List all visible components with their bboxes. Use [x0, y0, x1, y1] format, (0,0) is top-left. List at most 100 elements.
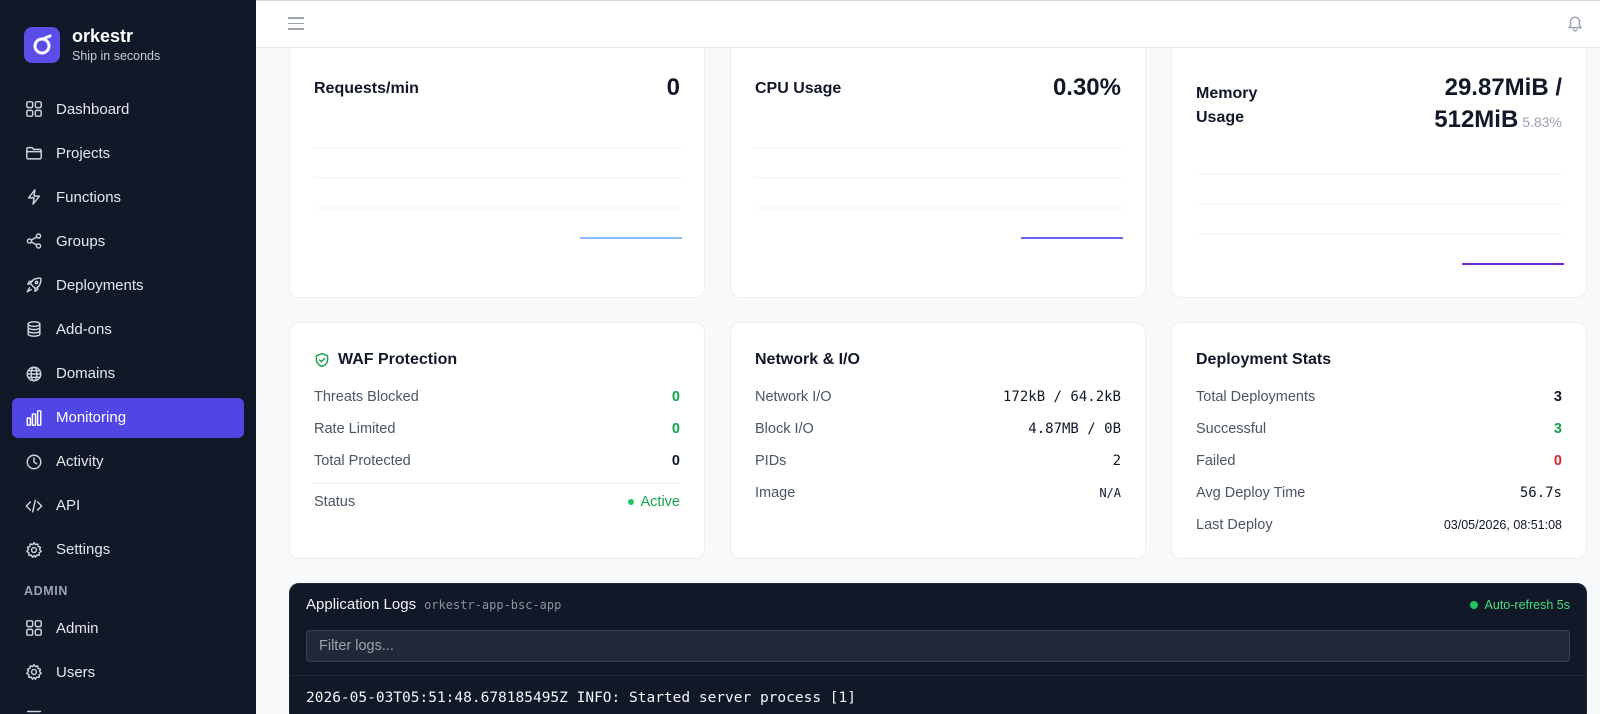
row-label: Last Deploy [1196, 517, 1273, 533]
deployment-stats-title: Deployment Stats [1196, 351, 1332, 368]
waf-row-status: Status Active [314, 492, 680, 512]
waf-row-threats: Threats Blocked 0 [314, 387, 680, 407]
sidebar-item-label: Domains [56, 365, 116, 383]
shield-check-icon [315, 352, 329, 368]
sidebar-item-label: Monitoring [56, 409, 127, 427]
app-name: orkestr [72, 26, 134, 46]
logs-app-name: orkestr-app-bsc-app [424, 598, 562, 612]
logs-header: Application Logs orkestr-app-bsc-app [306, 596, 561, 613]
network-card: Network & I/O Network I/O 172kB / 64.2kB … [730, 322, 1146, 559]
sidebar-item-admin[interactable]: Admin [12, 608, 244, 648]
network-title: Network & I/O [755, 351, 860, 368]
network-row-block-io: Block I/O 4.87MB / 0B [755, 419, 1121, 439]
sidebar-item-label: Add-ons [56, 320, 112, 338]
sidebar-item-label: Functions [56, 188, 122, 206]
clock-icon [24, 452, 44, 472]
sidebar-item-users[interactable]: Users [12, 652, 244, 692]
admin-section-heading: ADMIN [24, 584, 68, 599]
row-label: Block I/O [755, 421, 814, 437]
row-value: 4.87MB / 0B [1028, 421, 1121, 437]
bolt-icon [24, 187, 44, 207]
gear-icon [24, 662, 44, 682]
globe-icon [24, 364, 44, 384]
orkestr-logo-icon [24, 27, 60, 63]
code-icon [24, 496, 44, 516]
sidebar-item-label: Projects [56, 144, 111, 162]
requests-sparkline [314, 147, 682, 239]
folder-icon [24, 143, 44, 163]
row-value: N/A [1099, 486, 1121, 500]
row-label: Successful [1196, 421, 1267, 437]
row-label: Total Deployments [1196, 389, 1316, 405]
waf-row-total-protected: Total Protected 0 [314, 451, 680, 471]
sidebar-item-functions[interactable]: Functions [12, 177, 244, 217]
memory-sparkline [1196, 173, 1564, 265]
menu-toggle-icon[interactable] [288, 17, 304, 31]
requests-value: 0 [666, 74, 680, 101]
row-value: 0 [671, 421, 680, 437]
deploy-row-avg-time: Avg Deploy Time 56.7s [1196, 483, 1562, 503]
sidebar-item-label: API [56, 497, 81, 515]
sidebar-item-settings[interactable]: Settings [12, 530, 244, 570]
status-dot-icon [627, 499, 634, 505]
deploy-row-successful: Successful 3 [1196, 419, 1562, 439]
sidebar-item-monitoring[interactable]: Monitoring [12, 397, 244, 438]
requests-card: Requests/min 0 [289, 48, 705, 298]
memory-chart [1196, 168, 1564, 268]
row-value: 56.7s [1519, 485, 1562, 501]
memory-value-total: 512MiB [1434, 106, 1519, 133]
divider [290, 675, 1586, 676]
application-logs-panel: Application Logs orkestr-app-bsc-app Aut… [289, 583, 1587, 714]
divider [314, 483, 680, 484]
row-label: Image [755, 485, 796, 501]
row-label: PIDs [755, 453, 787, 469]
sidebar-item-domains[interactable]: Domains [12, 354, 244, 394]
auto-refresh-indicator[interactable]: Auto-refresh 5s [1469, 598, 1570, 612]
row-value: 03/05/2026, 08:51:08 [1443, 518, 1562, 532]
sidebar-item-groups[interactable]: Groups [12, 221, 244, 261]
memory-label: Memory Usage [1196, 85, 1258, 126]
grid-icon [24, 99, 44, 119]
row-value: 0 [1553, 453, 1562, 469]
share-icon [24, 231, 44, 251]
sidebar-item-label: Deployments [56, 276, 144, 294]
cpu-sparkline [755, 147, 1123, 239]
deployment-stats-card: Deployment Stats Total Deployments 3 Succ… [1171, 322, 1587, 559]
sidebar: orkestr Ship in seconds Dashboard Projec… [0, 0, 256, 714]
brand[interactable]: orkestr Ship in seconds [0, 0, 256, 66]
logs-title: Application Logs [306, 596, 417, 613]
row-label: Failed [1196, 453, 1236, 469]
sidebar-item-label: Settings [56, 541, 111, 559]
sidebar-item-label: Admin [56, 619, 99, 637]
waf-title: WAF Protection [314, 351, 457, 369]
memory-value: 29.87MiB / 512MiB 5.83% [1434, 72, 1562, 138]
sidebar-item-dashboard[interactable]: Dashboard [12, 89, 244, 129]
requests-chart [314, 142, 682, 242]
sidebar-item-more[interactable] [12, 696, 244, 714]
deploy-row-total: Total Deployments 3 [1196, 387, 1562, 407]
rocket-icon [24, 275, 44, 295]
notifications-bell-icon[interactable] [1566, 15, 1586, 35]
row-label: Threats Blocked [314, 389, 419, 405]
sidebar-item-api[interactable]: API [12, 486, 244, 526]
deploy-row-last-deploy: Last Deploy 03/05/2026, 08:51:08 [1196, 515, 1562, 535]
row-label: Rate Limited [314, 421, 396, 437]
requests-label: Requests/min [314, 80, 419, 97]
network-row-pids: PIDs 2 [755, 451, 1121, 471]
row-value: 0 [671, 389, 680, 405]
sidebar-item-activity[interactable]: Activity [12, 442, 244, 482]
sidebar-item-projects[interactable]: Projects [12, 133, 244, 173]
row-value: 3 [1553, 389, 1562, 405]
row-label: Network I/O [755, 389, 832, 405]
bar-chart-icon [24, 408, 44, 428]
row-value: 172kB / 64.2kB [1002, 389, 1121, 405]
app-tagline: Ship in seconds [72, 49, 161, 63]
auto-refresh-text: Auto-refresh 5s [1484, 598, 1570, 612]
sidebar-item-add-ons[interactable]: Add-ons [12, 309, 244, 349]
cpu-chart [755, 142, 1123, 242]
sidebar-item-deployments[interactable]: Deployments [12, 265, 244, 305]
row-value: 3 [1553, 421, 1562, 437]
filter-logs-input[interactable] [306, 630, 1570, 662]
network-row-image: Image N/A [755, 483, 1121, 503]
memory-percent: 5.83% [1522, 114, 1562, 130]
